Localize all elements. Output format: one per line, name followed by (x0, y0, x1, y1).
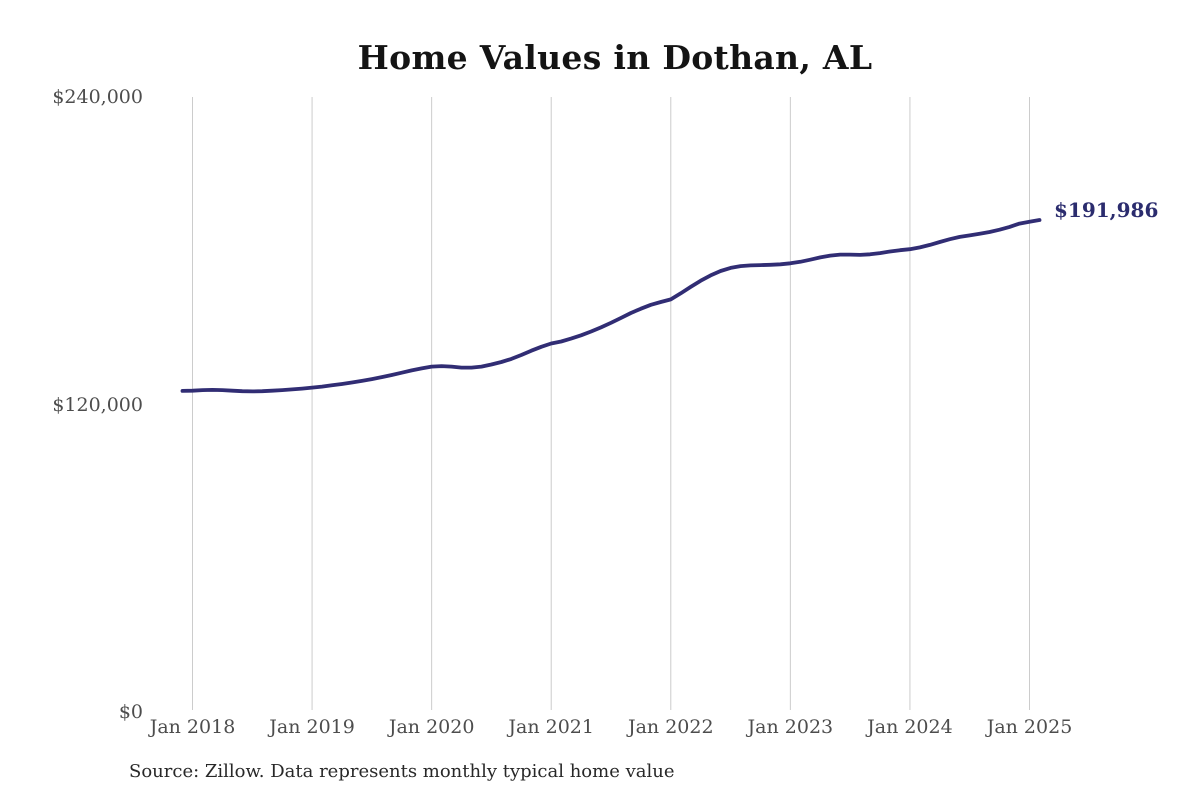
x-tick-label: Jan 2018 (149, 716, 236, 738)
y-tick-label: $0 (118, 701, 143, 723)
home-value-line (180, 218, 1042, 394)
x-tick-label: Jan 2019 (269, 716, 355, 738)
x-tick-label: Jan 2021 (508, 716, 594, 738)
x-tick-label: Jan 2020 (388, 716, 475, 738)
last-value-label: $191,986 (1054, 198, 1159, 222)
x-tick-label: Jan 2023 (747, 716, 834, 738)
x-tick-label: Jan 2025 (986, 716, 1073, 738)
x-tick-label: Jan 2024 (867, 716, 953, 738)
x-tick-label: Jan 2022 (627, 716, 714, 738)
y-tick-label: $240,000 (52, 86, 143, 108)
source-note: Source: Zillow. Data represents monthly … (129, 761, 675, 782)
year-gridlines (192, 97, 1031, 710)
chart-title: Home Values in Dothan, AL (357, 38, 873, 77)
y-tick-label: $120,000 (52, 393, 143, 416)
